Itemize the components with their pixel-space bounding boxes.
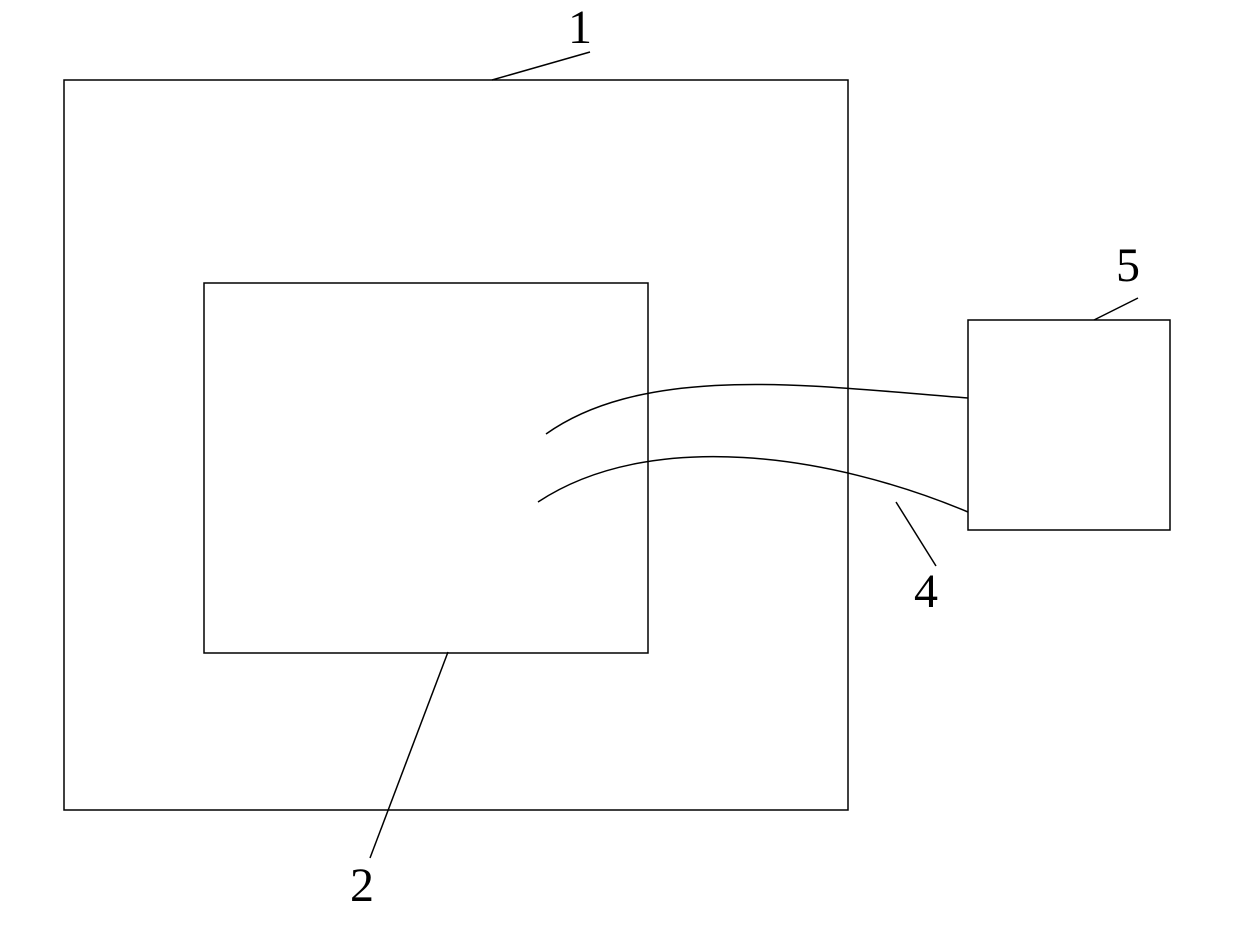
inner-box: [204, 283, 648, 653]
leader-line-1: [492, 52, 590, 80]
label-1: 1: [568, 0, 592, 55]
leader-line-4: [896, 502, 936, 566]
right-box: [968, 320, 1170, 530]
leader-line-2: [370, 652, 448, 858]
label-4: 4: [914, 564, 938, 619]
connector-bottom: [538, 457, 968, 512]
diagram-svg: [0, 0, 1240, 923]
connector-top: [546, 384, 968, 434]
diagram-container: 1 5 4 2: [0, 0, 1240, 923]
outer-box: [64, 80, 848, 810]
label-5: 5: [1116, 238, 1140, 293]
label-2: 2: [350, 858, 374, 913]
leader-line-5: [1094, 298, 1138, 320]
